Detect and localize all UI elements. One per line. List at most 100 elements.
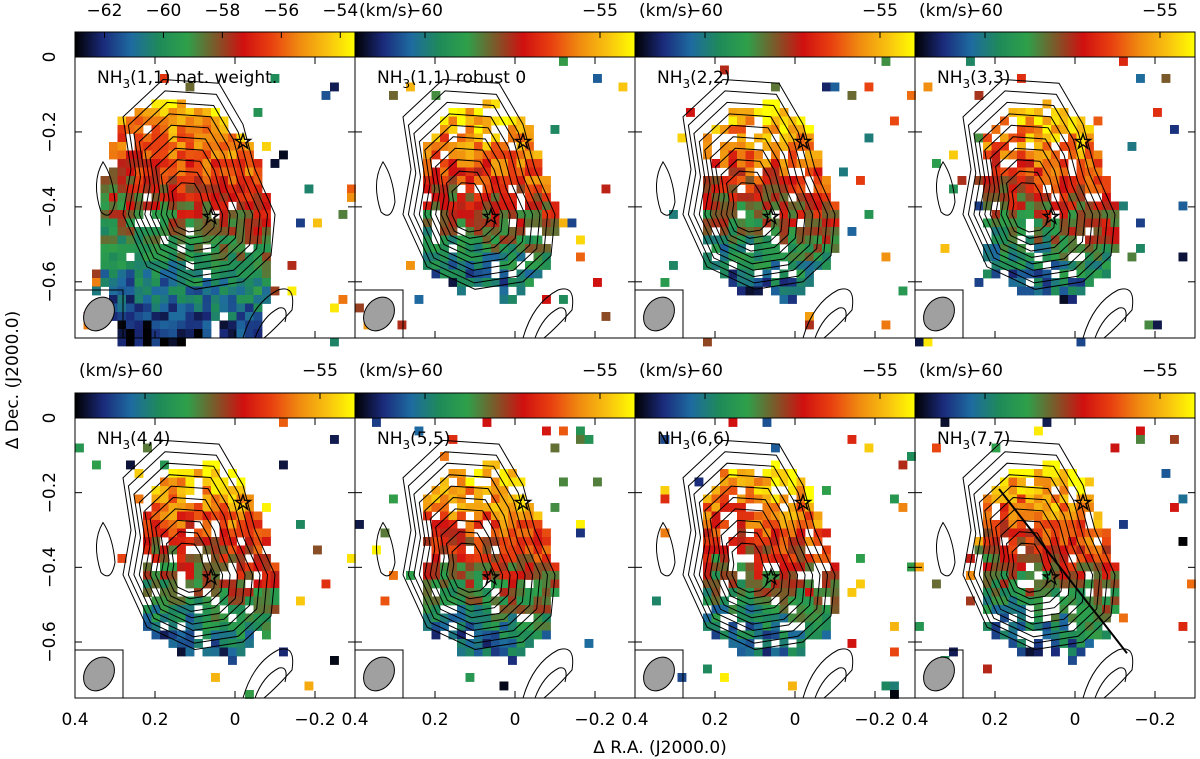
velocity-pixel [788, 116, 797, 126]
velocity-pixels [660, 57, 916, 347]
velocity-pixel [788, 503, 797, 512]
velocity-pixel [1008, 486, 1018, 495]
velocity-pixel [533, 622, 543, 631]
colorbar [914, 392, 1196, 419]
velocity-pixel [940, 418, 950, 427]
velocity-pixel [779, 596, 789, 606]
velocity-pixel [983, 503, 992, 512]
velocity-pixel [253, 329, 263, 338]
star-marker: ☆ [513, 130, 533, 155]
velocity-pixel [516, 252, 526, 262]
velocity-pixel [830, 579, 840, 589]
velocity-pixel [253, 320, 263, 330]
velocity-pixel [465, 673, 475, 682]
velocity-pixel [1076, 605, 1086, 614]
velocity-pixel [185, 520, 195, 529]
velocity-pixel [211, 286, 220, 296]
velocity-pixel [236, 227, 246, 236]
velocity-pixel [1025, 150, 1035, 160]
velocity-pixel [694, 477, 704, 487]
velocity-pixel [1068, 545, 1077, 555]
velocity-pixel [143, 295, 152, 304]
colorbar [914, 31, 1196, 58]
colorbar-unit: (km/s) [639, 361, 693, 381]
velocity-pixel [245, 571, 254, 580]
contour-line [424, 124, 526, 265]
velocity-pixel [219, 545, 229, 555]
velocity-pixel [1034, 142, 1043, 151]
velocity-pixel [576, 235, 585, 245]
velocity-pixel [126, 295, 135, 304]
velocity-pixel [194, 562, 203, 572]
velocity-pixel [168, 329, 178, 338]
velocity-pixel [1017, 210, 1026, 219]
velocity-pixel [482, 261, 492, 270]
velocity-pixel [219, 278, 229, 287]
velocity-pixel [584, 435, 594, 444]
velocity-pixel [1008, 133, 1018, 143]
velocity-pixel [185, 210, 195, 219]
velocity-pixel [211, 647, 220, 657]
velocity-pixel [1076, 261, 1086, 270]
velocity-pixel [1178, 622, 1188, 631]
velocity-pixel [1059, 613, 1069, 623]
contour-line [1011, 542, 1049, 593]
velocity-pixel [245, 537, 254, 546]
velocity-pixel [508, 503, 517, 512]
velocity-pixel [771, 443, 780, 453]
velocity-pixel [423, 235, 432, 245]
velocity-pixel [974, 176, 984, 185]
contour-line [127, 90, 269, 284]
velocity-pixel [194, 329, 203, 338]
velocity-pixel [796, 639, 806, 648]
velocity-pixel [109, 227, 118, 236]
velocity-pixel [779, 278, 789, 287]
x-tick-label: 0.2 [981, 710, 1008, 730]
velocity-pixel [1034, 210, 1043, 219]
velocity-pixel [126, 125, 135, 134]
velocity-pixel [245, 184, 254, 194]
velocity-pixel [890, 647, 899, 657]
velocity-pixel [533, 176, 543, 185]
contour-line [242, 648, 294, 699]
velocity-pixel [1025, 622, 1035, 631]
velocity-pixel [414, 426, 424, 436]
velocity-pixel [440, 142, 449, 151]
star-marker: ☆ [793, 491, 813, 516]
velocity-pixel [465, 613, 475, 623]
velocity-pixel [482, 647, 492, 657]
velocity-pixel [754, 588, 763, 597]
velocity-pixel [143, 176, 152, 185]
velocity-pixel [762, 159, 772, 168]
velocity-pixel [847, 91, 857, 100]
velocity-pixel [185, 469, 195, 478]
velocity-pixel [440, 176, 449, 185]
velocity-pixel [728, 622, 738, 631]
velocity-pixel [117, 116, 127, 126]
velocity-pixel [1034, 150, 1043, 160]
x-tick-label: 0 [230, 710, 241, 730]
velocity-pixel [117, 125, 127, 134]
x-tick-label: −0.2 [574, 710, 615, 730]
velocity-pixel [762, 511, 772, 521]
velocity-pixel [907, 91, 916, 100]
velocity-pixel [177, 227, 186, 236]
velocity-pixel [245, 252, 254, 262]
velocity-pixel [236, 312, 246, 321]
velocity-pixel [1110, 579, 1120, 589]
y-tick-label: 0 [40, 52, 60, 63]
velocity-pixel [228, 176, 237, 185]
velocity-pixel [414, 295, 424, 304]
velocity-pixel [1042, 252, 1052, 262]
velocity-pixel [228, 235, 237, 245]
velocity-pixel [151, 494, 161, 504]
velocity-pixel [185, 176, 195, 185]
velocity-pixel [1059, 503, 1069, 512]
velocity-pixel [983, 511, 992, 521]
velocity-pixel [796, 159, 806, 168]
velocity-pixel [1068, 278, 1077, 287]
velocity-pixel [253, 269, 263, 279]
velocity-pixel [491, 142, 500, 151]
velocity-pixel [448, 269, 458, 279]
velocity-pixel [1017, 133, 1026, 143]
